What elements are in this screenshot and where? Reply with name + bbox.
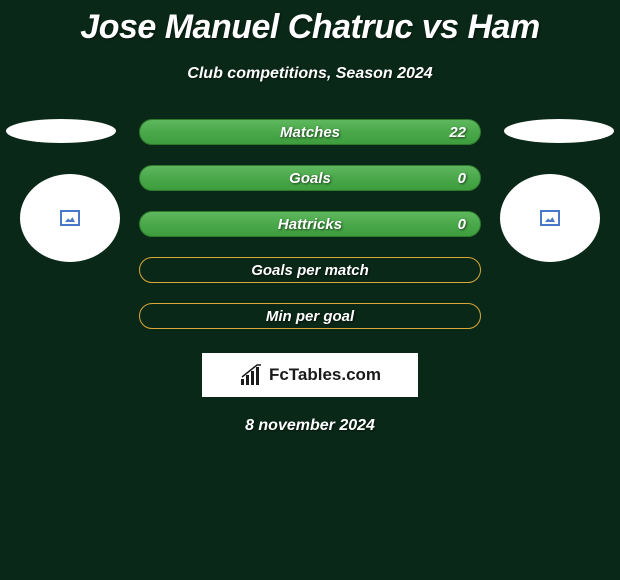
stat-bar-label: Min per goal: [266, 308, 354, 325]
player1-name-pill: [6, 119, 116, 143]
brand-text: FcTables.com: [269, 365, 381, 385]
stat-bar-hattricks: Hattricks 0: [139, 211, 481, 237]
stat-bar-label: Hattricks: [278, 216, 342, 233]
stat-bar-label: Matches: [280, 124, 340, 141]
stat-bar-goals-per-match: Goals per match: [139, 257, 481, 283]
stat-bar-label: Goals per match: [251, 262, 369, 279]
player2-name-pill: [504, 119, 614, 143]
stat-bar-value: 22: [449, 124, 466, 141]
stat-bar-value: 0: [458, 216, 466, 233]
fctables-logo-icon: [239, 363, 263, 387]
stat-bars: Matches 22 Goals 0 Hattricks 0 Goals per…: [139, 119, 481, 329]
player1-avatar: [20, 174, 120, 262]
player2-avatar: [500, 174, 600, 262]
stat-bar-goals: Goals 0: [139, 165, 481, 191]
placeholder-image-icon: [540, 210, 560, 226]
stat-bar-label: Goals: [289, 170, 331, 187]
stat-bar-value: 0: [458, 170, 466, 187]
stat-bar-min-per-goal: Min per goal: [139, 303, 481, 329]
comparison-content: Matches 22 Goals 0 Hattricks 0 Goals per…: [0, 119, 620, 435]
brand-badge: FcTables.com: [202, 353, 418, 397]
page-title: Jose Manuel Chatruc vs Ham: [0, 0, 620, 47]
subtitle: Club competitions, Season 2024: [0, 65, 620, 83]
date-text: 8 november 2024: [0, 417, 620, 435]
placeholder-image-icon: [60, 210, 80, 226]
stat-bar-matches: Matches 22: [139, 119, 481, 145]
